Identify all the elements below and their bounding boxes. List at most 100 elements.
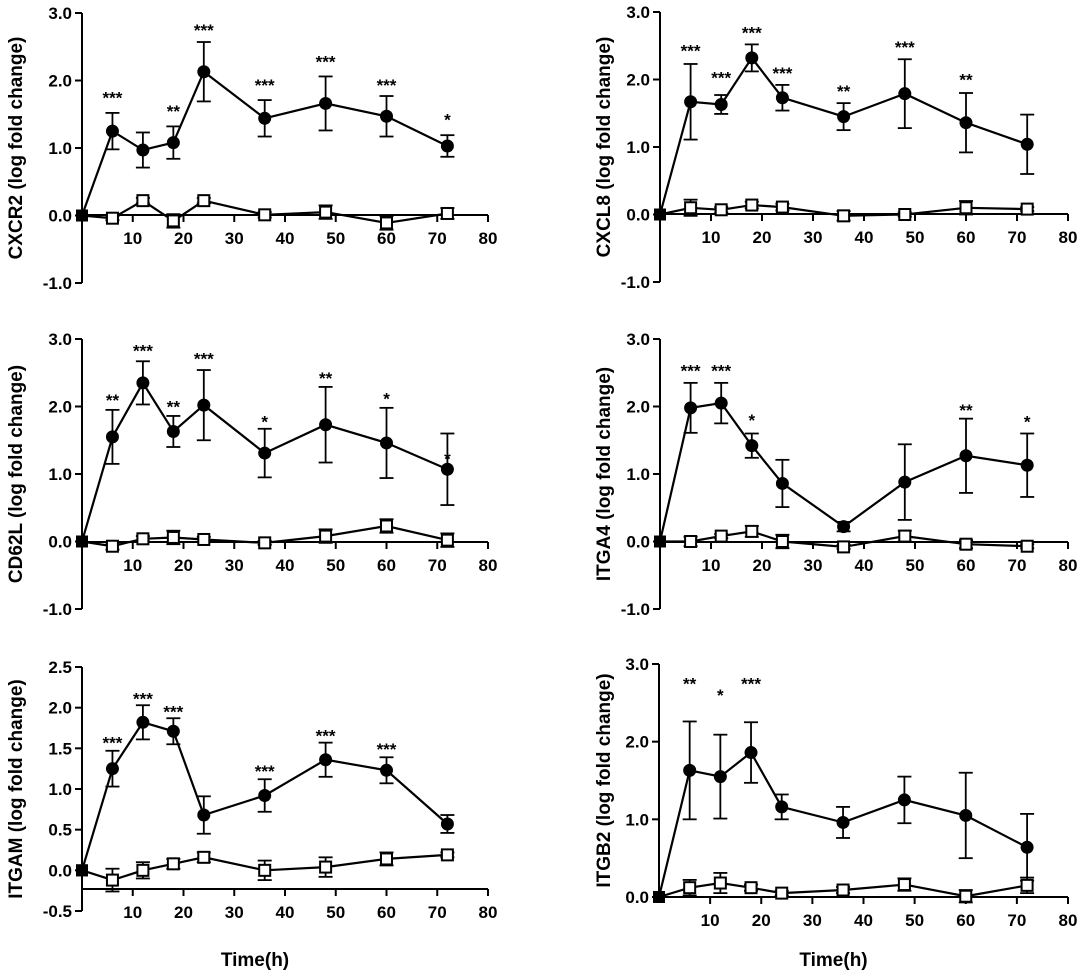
x-tick-label: 60 bbox=[957, 228, 976, 247]
significance-label: * bbox=[261, 412, 268, 431]
data-point-control bbox=[713, 876, 727, 890]
significance-label: ** bbox=[837, 82, 851, 101]
y-tick-label: 1.0 bbox=[626, 138, 650, 157]
significance-label: ** bbox=[167, 398, 181, 417]
y-tick-label: 0.0 bbox=[48, 861, 72, 880]
x-tick-label: 40 bbox=[276, 903, 295, 922]
data-point-control bbox=[440, 206, 454, 220]
x-tick-label: 30 bbox=[804, 556, 823, 575]
data-point-control bbox=[166, 530, 180, 544]
significance-label: *** bbox=[255, 762, 275, 781]
x-tick-label: 30 bbox=[225, 556, 244, 575]
x-tick-label: 20 bbox=[753, 556, 772, 575]
origin-point bbox=[653, 891, 665, 903]
data-point-treated bbox=[319, 753, 333, 767]
significance-label: * bbox=[717, 686, 724, 705]
y-tick-label: 0.0 bbox=[625, 888, 649, 907]
data-point-treated bbox=[319, 96, 333, 110]
data-point-control bbox=[380, 519, 393, 533]
x-tick-label: 30 bbox=[225, 229, 244, 248]
y-axis-label: ITGA4 (log fold change) bbox=[594, 367, 615, 581]
significance-label: *** bbox=[742, 23, 762, 42]
data-point-control bbox=[744, 881, 758, 895]
data-point-treated bbox=[898, 475, 912, 489]
data-point-treated bbox=[105, 430, 119, 444]
data-point-control bbox=[258, 863, 272, 877]
significance-label: ** bbox=[683, 674, 697, 693]
y-tick-label: 0.0 bbox=[626, 206, 650, 225]
data-point-treated bbox=[897, 793, 911, 807]
data-point-control bbox=[105, 873, 119, 887]
data-point-control bbox=[319, 205, 333, 219]
x-tick-label: 50 bbox=[906, 556, 925, 575]
data-point-control bbox=[959, 201, 973, 215]
data-point-control bbox=[440, 533, 454, 547]
data-point-treated bbox=[166, 424, 180, 438]
x-tick-label: 50 bbox=[906, 228, 925, 247]
x-tick-label: 10 bbox=[702, 228, 721, 247]
significance-label: ** bbox=[959, 401, 973, 420]
x-tick-label: 50 bbox=[905, 911, 924, 930]
x-tick-label: 20 bbox=[174, 556, 193, 575]
data-point-control bbox=[319, 529, 333, 543]
significance-label: * bbox=[383, 389, 390, 408]
y-tick-label: 3.0 bbox=[626, 3, 650, 22]
origin-point bbox=[654, 208, 666, 221]
x-tick-label: 60 bbox=[377, 903, 396, 922]
x-tick-label: 80 bbox=[1059, 228, 1078, 247]
x-tick-label: 60 bbox=[956, 911, 975, 930]
data-point-control bbox=[775, 886, 789, 900]
significance-label: *** bbox=[255, 76, 275, 95]
x-tick-label: 30 bbox=[803, 911, 822, 930]
data-point-control bbox=[898, 529, 912, 543]
y-tick-label: -0.5 bbox=[43, 902, 72, 921]
data-point-treated bbox=[166, 136, 180, 150]
significance-label: *** bbox=[741, 674, 761, 693]
y-tick-label: 3.0 bbox=[48, 4, 72, 23]
x-tick-label: 50 bbox=[326, 556, 345, 575]
data-point-control bbox=[897, 878, 911, 892]
data-point-control bbox=[197, 850, 211, 864]
x-tick-label: 10 bbox=[123, 229, 142, 248]
y-tick-label: 3.0 bbox=[48, 330, 72, 349]
data-point-treated bbox=[1020, 458, 1034, 472]
x-tick-label: 70 bbox=[428, 903, 447, 922]
chart-panel-6: 0.0 1.0 2.0 3.0 10 20 30 40 50 60 70 80 ITGB2 (log f… bbox=[594, 655, 1077, 971]
data-point-treated bbox=[136, 715, 150, 729]
chart-panel-4: -1.0 0.0 1.0 2.0 3.0 10 20 30 40 50 60 70 80 ITGA4 (l… bbox=[594, 330, 1077, 619]
x-tick-label: 20 bbox=[752, 911, 771, 930]
y-tick-label: 3.0 bbox=[625, 655, 649, 674]
chart-panel-5: -0.5 0.0 0.5 1.0 1.5 2.0 2.5 10 20 30 40 50 60 70 80 IT… bbox=[6, 658, 497, 971]
data-point-control bbox=[319, 860, 333, 874]
significance-label: *** bbox=[103, 88, 123, 107]
y-tick-label: -1.0 bbox=[43, 600, 72, 619]
data-point-treated bbox=[166, 724, 180, 738]
y-axis-label: ITGB2 (log fold change) bbox=[594, 673, 615, 887]
origin-point bbox=[76, 209, 88, 222]
data-point-treated bbox=[837, 520, 851, 534]
significance-label: ** bbox=[959, 71, 973, 90]
significance-label: *** bbox=[377, 740, 397, 759]
data-point-treated bbox=[440, 817, 454, 831]
x-tick-label: 60 bbox=[377, 229, 396, 248]
data-point-treated bbox=[745, 51, 759, 65]
x-axis-label: Time(h) bbox=[799, 950, 867, 971]
data-point-control bbox=[105, 539, 119, 553]
data-point-treated bbox=[684, 401, 698, 415]
data-point-control bbox=[197, 532, 211, 546]
data-point-control bbox=[837, 209, 851, 223]
y-tick-label: -1.0 bbox=[621, 600, 650, 619]
x-tick-label: 10 bbox=[701, 911, 720, 930]
x-tick-label: 40 bbox=[855, 228, 874, 247]
x-tick-label: 70 bbox=[428, 556, 447, 575]
chart-panel-2: -1.0 0.0 1.0 2.0 3.0 10 20 30 40 50 60 70 80 CXCL8 (l… bbox=[594, 3, 1077, 292]
y-tick-label: 1.0 bbox=[626, 465, 650, 484]
data-point-control bbox=[684, 201, 698, 215]
data-point-control bbox=[1020, 539, 1034, 553]
significance-label: *** bbox=[316, 726, 336, 745]
data-point-control bbox=[898, 208, 912, 221]
data-point-treated bbox=[197, 65, 211, 79]
data-point-treated bbox=[775, 800, 789, 814]
x-tick-label: 40 bbox=[854, 911, 873, 930]
